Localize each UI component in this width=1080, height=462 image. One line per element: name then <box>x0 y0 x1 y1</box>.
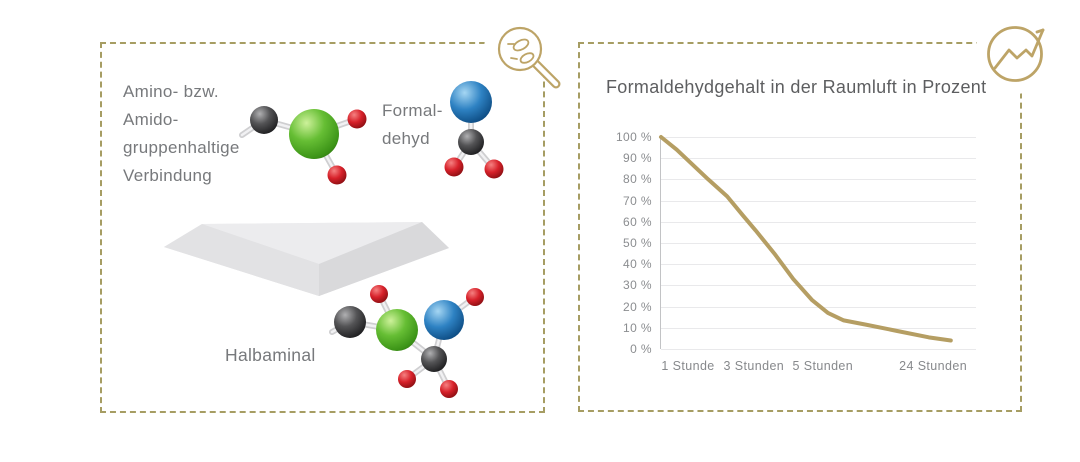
x-axis-tick-label: 5 Stunden <box>792 359 854 373</box>
atom-black <box>458 129 484 155</box>
amino-compound-molecule <box>239 106 367 185</box>
formaldehyde-molecule <box>444 81 504 179</box>
chart-line <box>661 137 951 341</box>
atom-black <box>334 306 366 338</box>
atom-red <box>347 109 367 129</box>
y-axis-tick-label: 50 % <box>623 236 652 250</box>
gridline <box>661 243 976 244</box>
y-axis-tick-label: 10 % <box>623 320 652 335</box>
atom-black <box>250 106 278 134</box>
y-axis-tick-label: 90 % <box>623 151 652 166</box>
y-axis-tick-label: 70 % <box>623 193 652 208</box>
chart-plot <box>660 137 976 350</box>
gridline <box>661 285 976 287</box>
formaldehyde-label-line: dehyd <box>382 129 430 148</box>
gridline <box>661 137 976 138</box>
atom-black <box>421 346 447 372</box>
y-axis-tick-label: 80 % <box>623 172 652 187</box>
gridline <box>661 264 976 266</box>
trend-chart-icon <box>975 14 1055 94</box>
reactant-label: Amino- bzw. Amido- gruppenhaltige Verbin… <box>123 78 240 190</box>
gridline <box>661 158 976 160</box>
atom-blue <box>424 300 464 340</box>
y-axis-tick-label: 20 % <box>623 299 652 314</box>
y-axis-tick-label: 60 % <box>623 214 652 229</box>
halbaminal-molecule <box>329 285 484 398</box>
y-axis-tick-label: 0 % <box>630 342 652 356</box>
chart-panel: Formaldehydgehalt in der Raumluft in Pro… <box>578 42 1022 412</box>
gridline <box>661 349 976 350</box>
down-arrow <box>164 222 449 296</box>
reactant-label-line: Amino- bzw. <box>123 82 219 101</box>
atom-blue <box>450 81 492 123</box>
reaction-panel: Amino- bzw. Amido- gruppenhaltige Verbin… <box>100 42 545 413</box>
atom-red <box>327 165 347 185</box>
atom-red <box>444 157 464 177</box>
reactant-label-line: Amido- <box>123 110 179 129</box>
atom-red <box>370 285 388 303</box>
gridline <box>661 179 976 181</box>
x-axis-tick-label: 1 Stunde <box>661 359 715 373</box>
atom-red <box>484 159 504 179</box>
atom-red <box>466 288 484 306</box>
x-axis-labels: 1 Stunde 3 Stunden 5 Stunden 24 Stunden <box>660 359 975 375</box>
product-label: Halbaminal <box>225 345 316 365</box>
x-axis-tick-label: 24 Stunden <box>899 359 968 373</box>
x-axis-tick-label: 3 Stunden <box>723 359 785 373</box>
atom-red <box>398 370 416 388</box>
formaldehyde-label: Formal- dehyd <box>382 97 443 153</box>
y-axis-tick-label: 30 % <box>623 278 652 293</box>
atom-green <box>289 109 339 159</box>
chart-title: Formaldehydgehalt in der Raumluft in Pro… <box>606 77 987 97</box>
atom-red <box>440 380 458 398</box>
atom-green <box>376 309 418 351</box>
chart-line-svg <box>661 137 976 349</box>
gridline <box>661 221 976 223</box>
gridline <box>661 327 976 329</box>
magnifier-icon <box>484 13 561 89</box>
y-axis-tick-label: 40 % <box>623 257 652 272</box>
reactant-label-line: gruppenhaltige <box>123 138 240 157</box>
y-axis-labels: 100 % 90 % 80 % 70 % 60 % 50 % 40 % 30 % 20 % 10 … <box>588 130 652 356</box>
gridline <box>661 200 976 202</box>
y-axis-tick-label: 100 % <box>615 130 652 144</box>
reactant-label-line: Verbindung <box>123 166 213 185</box>
formaldehyde-label-line: Formal- <box>382 101 443 120</box>
